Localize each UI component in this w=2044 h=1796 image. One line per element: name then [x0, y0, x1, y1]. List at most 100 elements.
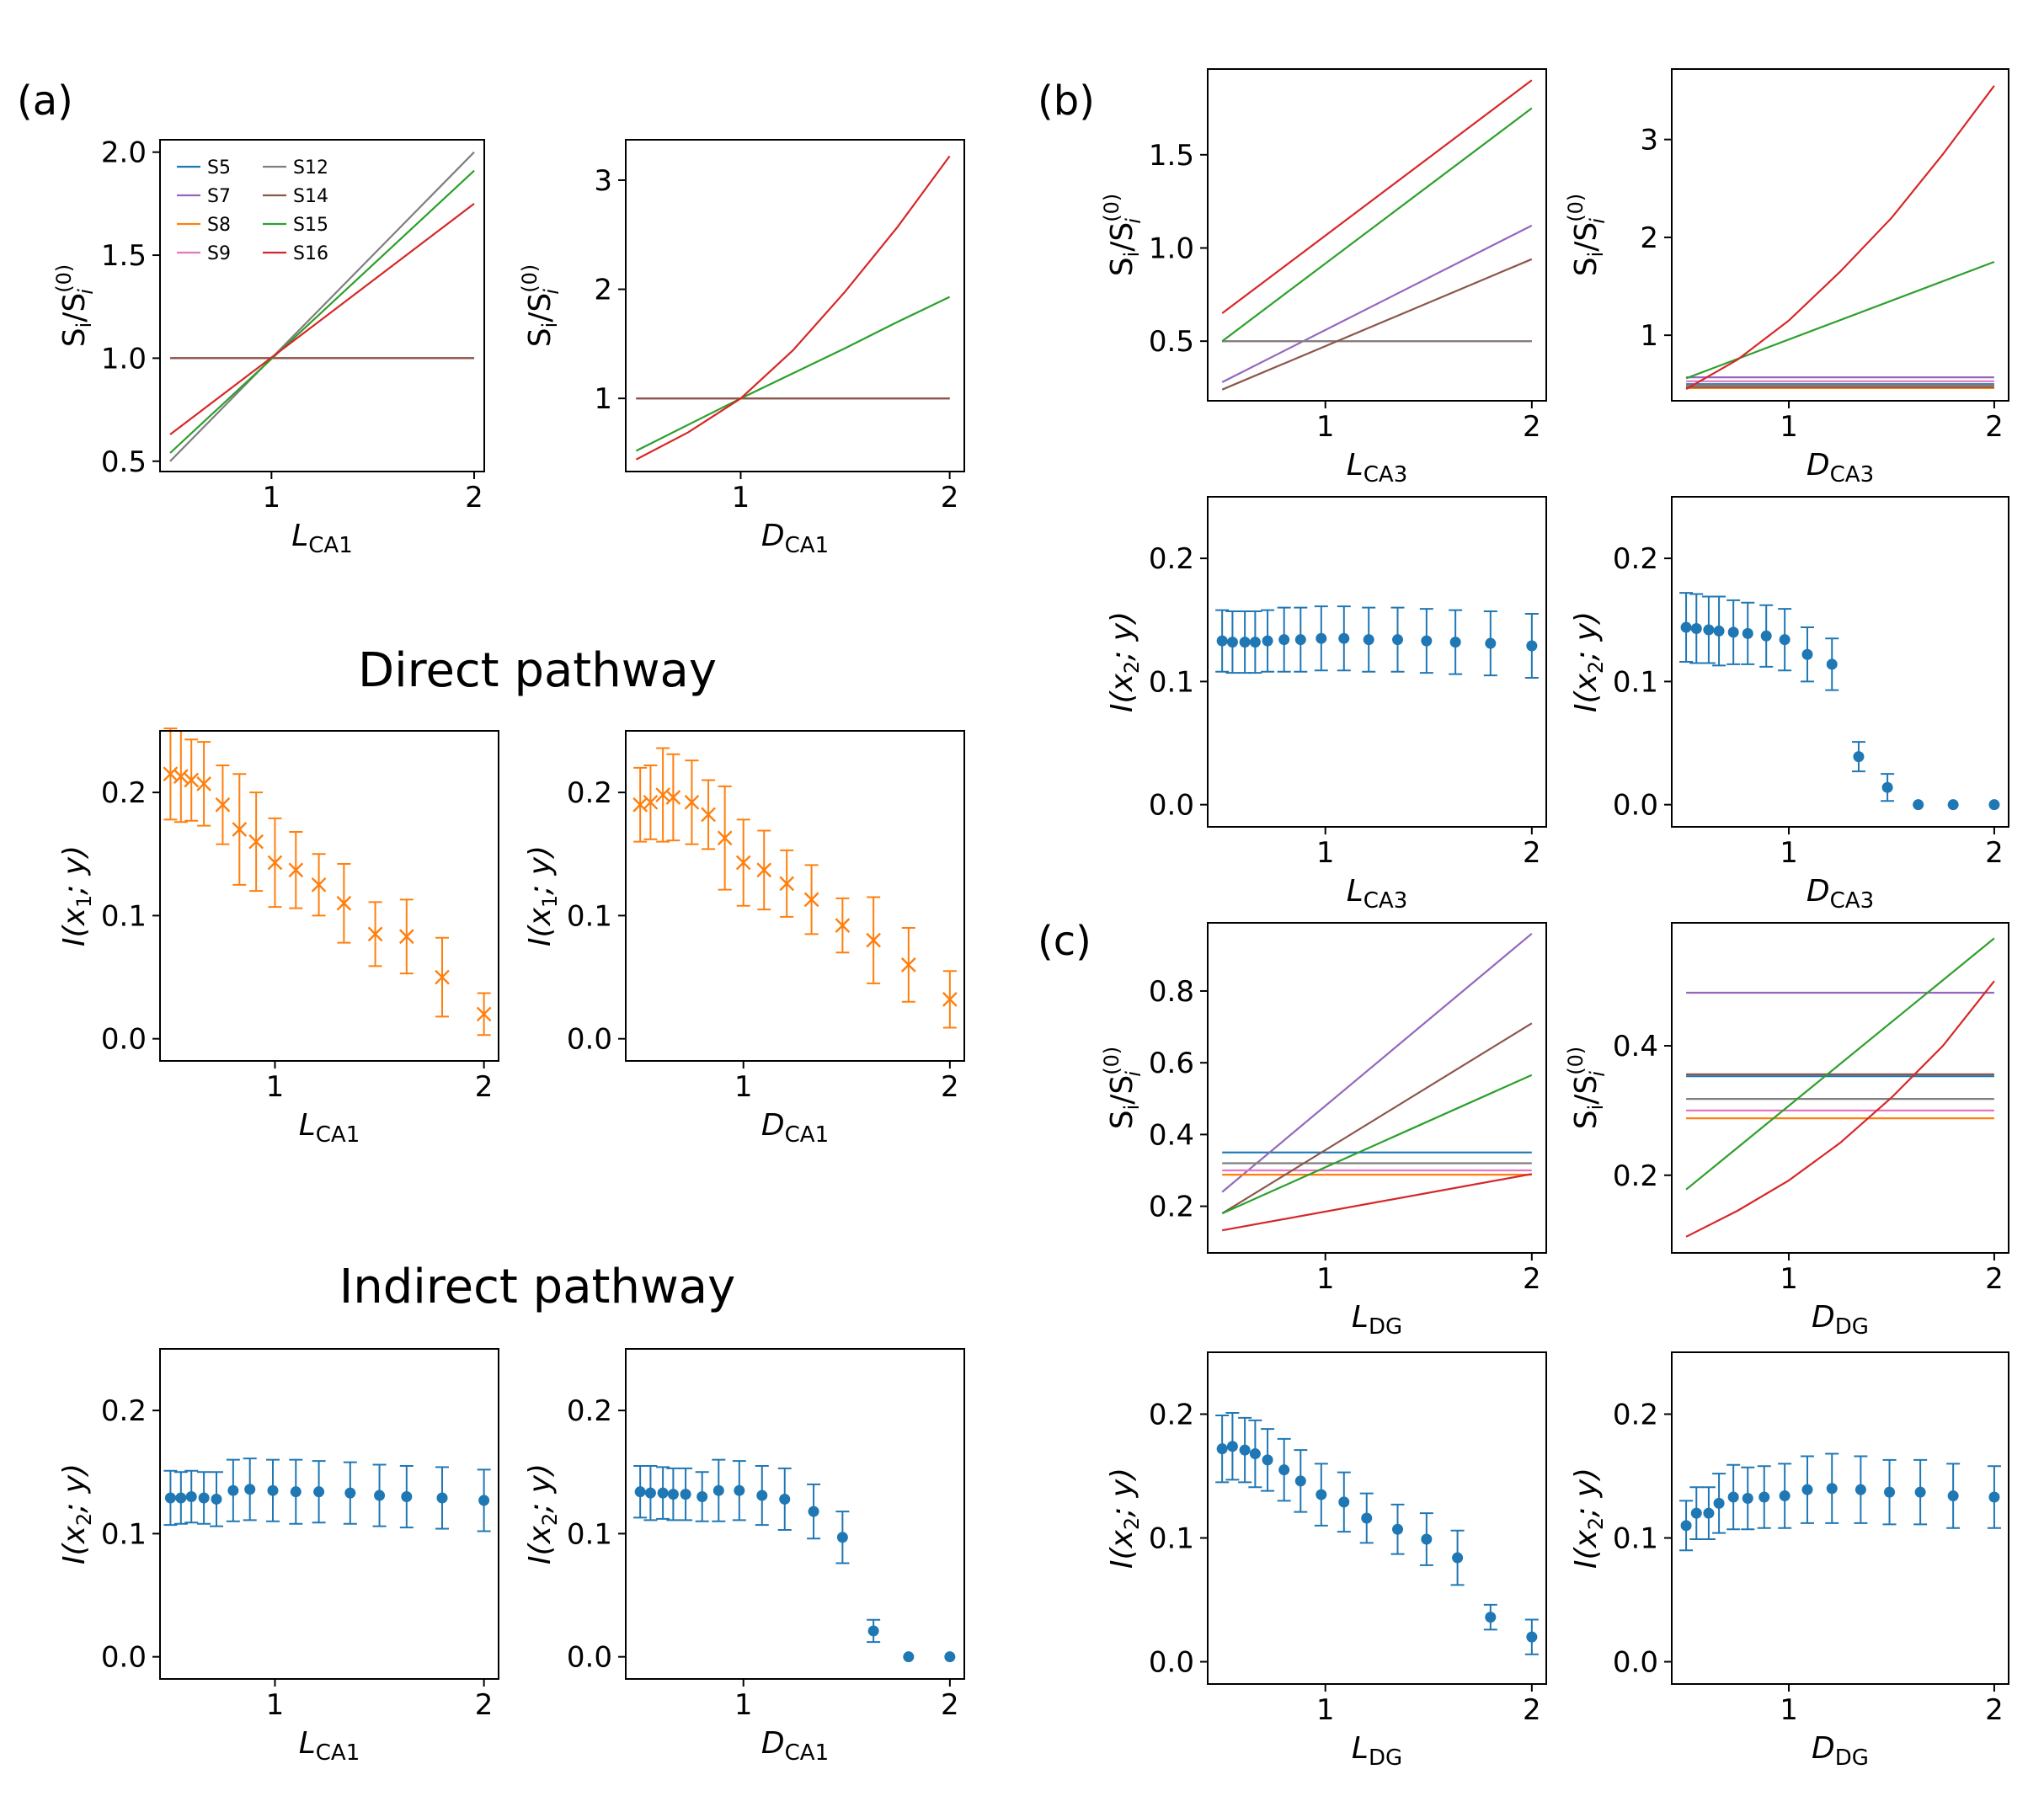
- plot-area: [1215, 1412, 1539, 1655]
- data-point: [1703, 624, 1715, 636]
- data-point: [1855, 1484, 1866, 1495]
- data-point: [1703, 1507, 1715, 1519]
- data-point: [1216, 1443, 1228, 1455]
- panel-label-b: (b): [1038, 77, 1095, 125]
- legend-label-S7: S7: [207, 186, 231, 207]
- y-axis-label: Si/S(0)i: [1564, 194, 1609, 277]
- data-point: [903, 1651, 915, 1663]
- data-point: [1294, 634, 1306, 646]
- data-point: [1421, 635, 1433, 647]
- data-point: [215, 797, 231, 813]
- legend-label-S9: S9: [207, 243, 231, 264]
- x-tick-label: 1: [1316, 836, 1335, 870]
- data-point: [942, 992, 958, 1007]
- data-point: [643, 794, 659, 810]
- data-point: [1249, 1448, 1261, 1460]
- data-point: [1262, 1454, 1273, 1466]
- x-axis-label: DCA3: [1807, 874, 1874, 914]
- y-tick-label: 0.1: [1613, 1522, 1658, 1556]
- series-line-S15: [1221, 107, 1533, 343]
- data-point: [1526, 640, 1538, 652]
- x-tick-label: 2: [1523, 1693, 1541, 1727]
- plot-area: [1221, 932, 1533, 1232]
- y-tick-label: 1.5: [101, 239, 147, 273]
- data-point: [734, 1484, 745, 1496]
- y-tick-label: 0.4: [1149, 1118, 1194, 1152]
- data-point: [211, 1493, 222, 1505]
- series-line-S15: [1221, 1074, 1533, 1215]
- x-tick-label: 1: [1780, 1262, 1798, 1296]
- series-line-S7: [1221, 224, 1533, 383]
- y-axis-label: Si/S(0)i: [1100, 1047, 1145, 1130]
- data-point: [657, 1487, 669, 1499]
- data-point: [398, 929, 414, 945]
- y-tick-label: 0.0: [567, 1641, 612, 1675]
- chart-b4: 1 2 0.0 0.1 0.2 DCA3 I(x2; y): [1569, 496, 2009, 914]
- series-line-S15: [169, 169, 475, 454]
- x-axis-label: LCA1: [291, 519, 353, 558]
- y-axis-label: I(x2; y): [523, 1463, 562, 1564]
- legend-label-S14: S14: [293, 186, 328, 207]
- y-tick-label: 0.0: [1613, 1646, 1658, 1680]
- x-tick-label: 1: [1316, 1693, 1335, 1727]
- data-point: [244, 1484, 256, 1495]
- x-tick-label: 2: [475, 1688, 494, 1722]
- data-point: [198, 1492, 210, 1504]
- y-axis-label: Si/S(0)i: [518, 264, 563, 348]
- chart-c2: 1 2 0.2 0.4 DDG Si/S(0)i: [1564, 922, 2009, 1340]
- y-tick-label: 0.1: [1149, 665, 1194, 699]
- y-tick-label: 0.2: [1149, 1399, 1194, 1432]
- data-point: [1914, 1486, 1926, 1498]
- y-tick-label: 0.1: [1149, 1522, 1194, 1556]
- plot-frame: [625, 1348, 965, 1680]
- plot-frame: [1671, 922, 2009, 1254]
- chart-a5: 1 2 0.0 0.1 0.2 LCA1 I(x2; y): [57, 1348, 499, 1766]
- data-point: [1690, 1507, 1702, 1519]
- x-tick-label: 1: [734, 1070, 753, 1104]
- y-tick-label: 3: [594, 164, 612, 198]
- data-point: [1485, 637, 1497, 649]
- x-tick-label: 2: [1523, 836, 1541, 870]
- chart-a1: 1 2 0.5 1.0 1.5 2.0 LCA1 Si/S(0)i S5 S7 S8 S9 S12 S14…: [52, 136, 485, 558]
- x-tick-label: 2: [941, 481, 959, 514]
- plot-frame: [625, 139, 965, 472]
- data-point: [1758, 1491, 1770, 1503]
- y-axis-label: Si/S(0)i: [1564, 1047, 1609, 1130]
- plot-area: [1221, 79, 1533, 391]
- data-point: [232, 822, 248, 837]
- data-point: [248, 834, 264, 850]
- legend-label-S15: S15: [293, 215, 328, 236]
- x-tick-label: 2: [1985, 1262, 2004, 1296]
- data-point: [735, 855, 751, 871]
- y-tick-label: 2: [594, 274, 612, 307]
- data-point: [1713, 625, 1725, 637]
- data-point: [1392, 1523, 1404, 1535]
- x-axis-label: LDG: [1352, 1300, 1402, 1340]
- x-axis-label: DCA3: [1807, 448, 1874, 488]
- data-point: [1452, 1552, 1464, 1564]
- data-point: [684, 794, 700, 810]
- data-point: [756, 1490, 768, 1501]
- x-tick-label: 1: [1780, 836, 1798, 870]
- x-axis-label: DCA1: [761, 1108, 829, 1148]
- data-point: [1262, 635, 1273, 647]
- data-point: [1361, 1512, 1373, 1524]
- x-axis-label: DDG: [1812, 1731, 1869, 1771]
- plot-frame: [1671, 496, 2009, 828]
- data-point: [1278, 634, 1290, 646]
- y-tick-label: 0.2: [1613, 1159, 1658, 1193]
- x-tick-label: 2: [465, 481, 483, 514]
- chart-a2: 1 2 1 2 3 DCA1 Si/S(0)i: [518, 139, 965, 558]
- data-point: [267, 855, 283, 871]
- series-line-S15: [635, 296, 951, 452]
- plot-area: [1679, 1452, 2001, 1552]
- x-tick-label: 1: [1780, 1693, 1798, 1727]
- data-point: [867, 1625, 879, 1637]
- legend-label-S12: S12: [293, 157, 328, 179]
- panel-label-a: (a): [17, 77, 73, 125]
- x-tick-label: 1: [734, 1688, 753, 1722]
- data-point: [1988, 799, 2000, 811]
- data-point: [227, 1484, 239, 1496]
- data-point: [1760, 630, 1772, 642]
- data-point: [1826, 658, 1838, 670]
